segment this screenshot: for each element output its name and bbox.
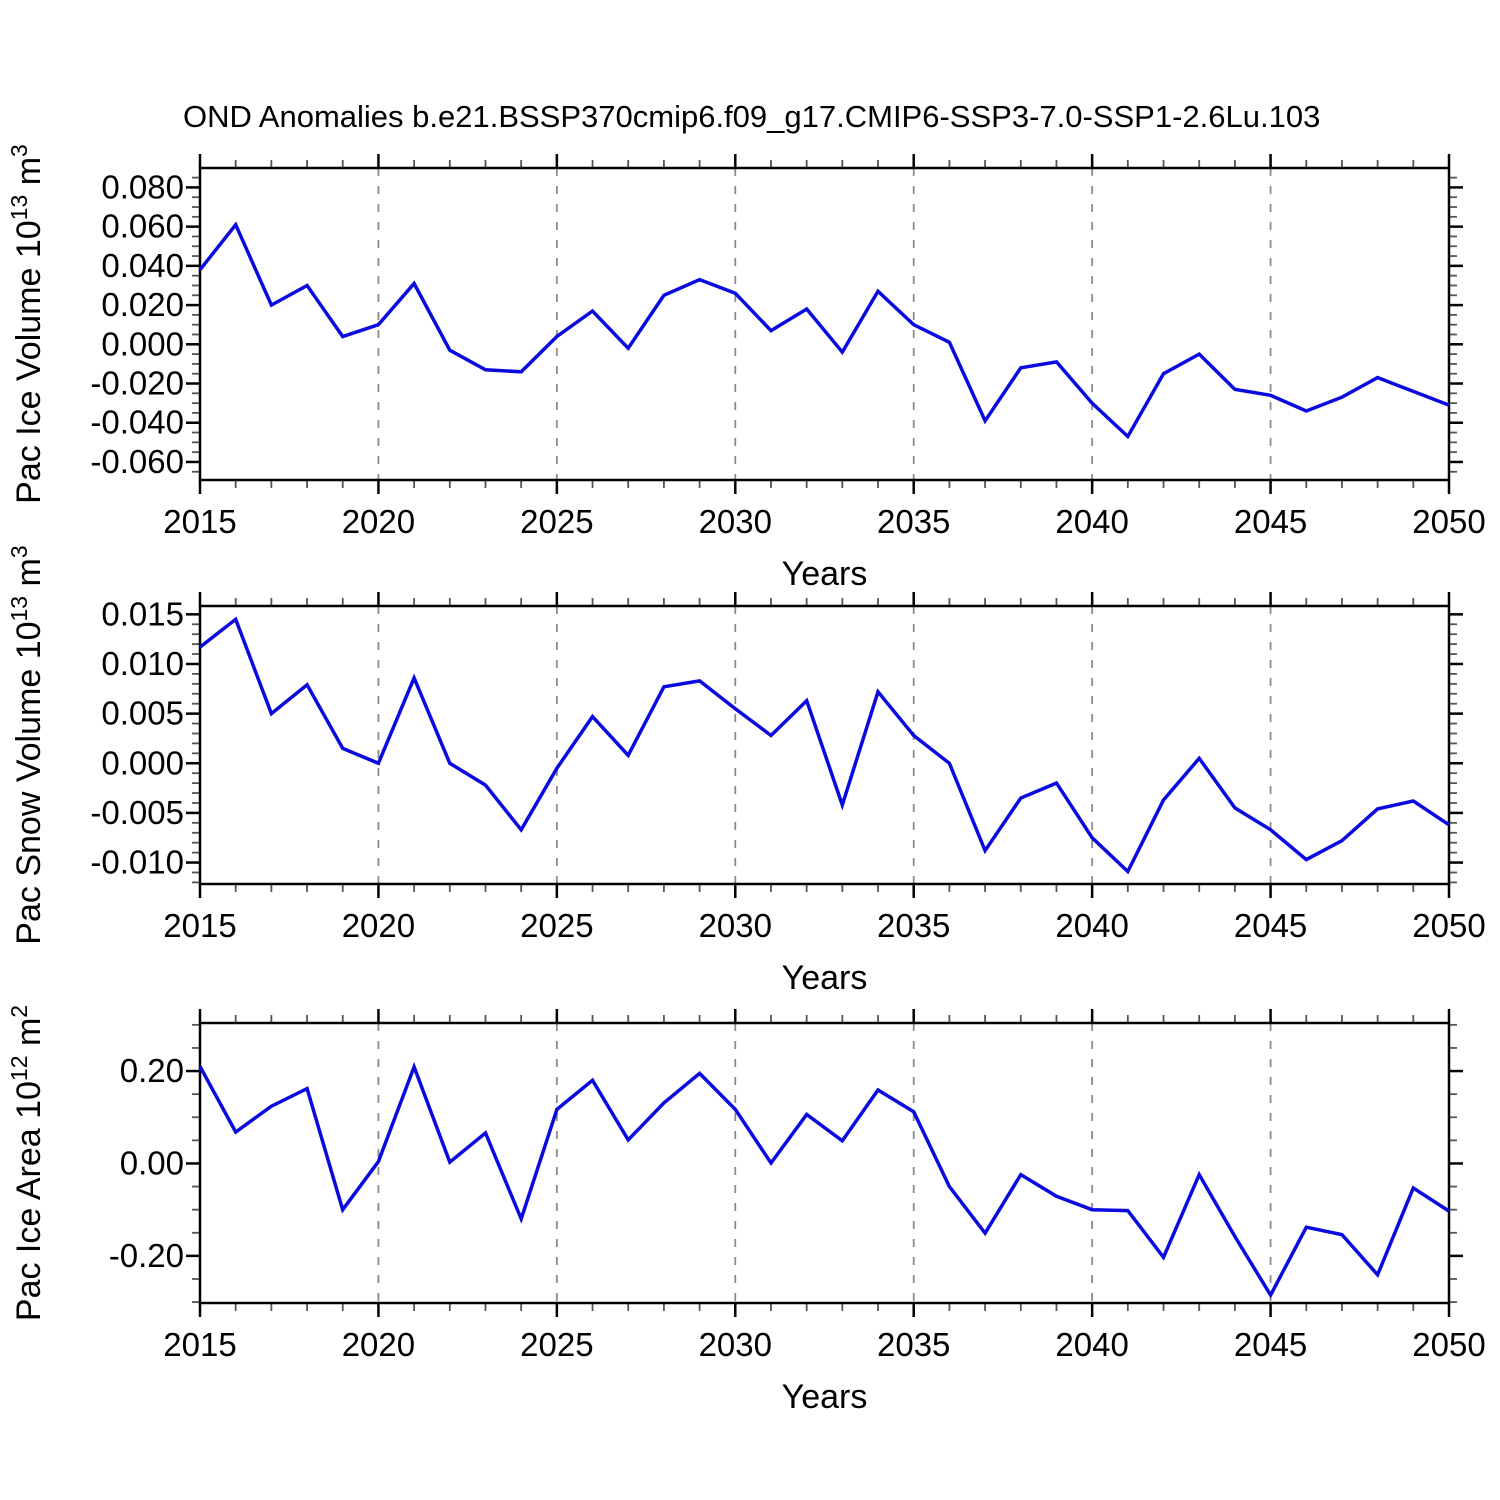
panel-pac-snow-volume: 2015 2020 2025 2030 2035 2040 2045 2050 0.015 0.0… — [6, 545, 1486, 997]
series-line — [198, 221, 1450, 440]
x-tick-label: 2045 — [1234, 907, 1307, 944]
x-tick-label: 2045 — [1234, 503, 1307, 540]
x-tick-label: 2040 — [1055, 907, 1128, 944]
x-tick-label: 2025 — [520, 1326, 593, 1363]
panel-frame — [198, 1021, 1451, 1305]
x-tick-label: 2030 — [699, 1326, 772, 1363]
y-axis-title: Pac Ice Volume 1013 m3 — [6, 144, 48, 504]
x-tick-label: 2015 — [163, 1326, 236, 1363]
x-tick-label: 2030 — [699, 503, 772, 540]
y-tick-label: 0.00 — [120, 1144, 184, 1181]
y-tick-label: -0.020 — [90, 365, 184, 402]
y-tick-label: 0.060 — [101, 208, 184, 245]
x-tick-label: 2015 — [163, 907, 236, 944]
series-line — [198, 616, 1450, 875]
y-tick-label: 0.080 — [101, 168, 184, 205]
x-tick-label: 2035 — [877, 503, 950, 540]
x-tick-label: 2040 — [1055, 1326, 1128, 1363]
x-tick-label: 2025 — [520, 503, 593, 540]
y-tick-label: 0.005 — [101, 695, 184, 732]
y-tick-label: 0.000 — [101, 744, 184, 781]
panel-pac-ice-area: 2015 2020 2025 2030 2035 2040 2045 2050 0.20 0.00… — [6, 1005, 1486, 1416]
y-axis-title: Pac Snow Volume 1013 m3 — [6, 545, 48, 944]
x-tick-label: 2035 — [877, 907, 950, 944]
y-tick-label: 0.015 — [101, 595, 184, 632]
x-axis-title: Years — [782, 555, 868, 593]
x-tick-label: 2040 — [1055, 503, 1128, 540]
chart-title: OND Anomalies b.e21.BSSP370cmip6.f09_g17… — [183, 99, 1321, 134]
y-tick-label: 0.20 — [120, 1052, 184, 1089]
y-tick-label: 0.020 — [101, 286, 184, 323]
x-tick-label: 2020 — [342, 503, 415, 540]
y-tick-label: -0.20 — [109, 1237, 184, 1274]
x-tick-label: 2020 — [342, 1326, 415, 1363]
x-tick-label: 2025 — [520, 907, 593, 944]
x-tick-label: 2015 — [163, 503, 236, 540]
x-axis-title: Years — [782, 1378, 868, 1416]
y-tick-label: -0.005 — [90, 794, 184, 831]
y-tick-label: 0.040 — [101, 247, 184, 284]
y-tick-label: -0.060 — [90, 443, 184, 480]
x-tick-label: 2035 — [877, 1326, 950, 1363]
y-tick-label: -0.040 — [90, 404, 184, 441]
x-axis-title: Years — [782, 959, 868, 997]
y-axis-title: Pac Ice Area 1012 m2 — [6, 1005, 48, 1321]
x-tick-label: 2050 — [1412, 907, 1485, 944]
x-tick-label: 2020 — [342, 907, 415, 944]
y-tick-label: 0.000 — [101, 325, 184, 362]
panel-frame — [198, 604, 1451, 886]
x-tick-label: 2050 — [1412, 503, 1485, 540]
y-tick-label: 0.010 — [101, 645, 184, 682]
x-tick-label: 2030 — [699, 907, 772, 944]
panel-pac-ice-volume: 2015 2020 2025 2030 2035 2040 2045 20500.0800.0… — [6, 144, 1486, 593]
x-tick-label: 2050 — [1412, 1326, 1485, 1363]
series-line — [198, 1061, 1450, 1299]
x-tick-label: 2045 — [1234, 1326, 1307, 1363]
panel-frame — [198, 166, 1451, 482]
y-tick-label: -0.010 — [90, 844, 184, 881]
